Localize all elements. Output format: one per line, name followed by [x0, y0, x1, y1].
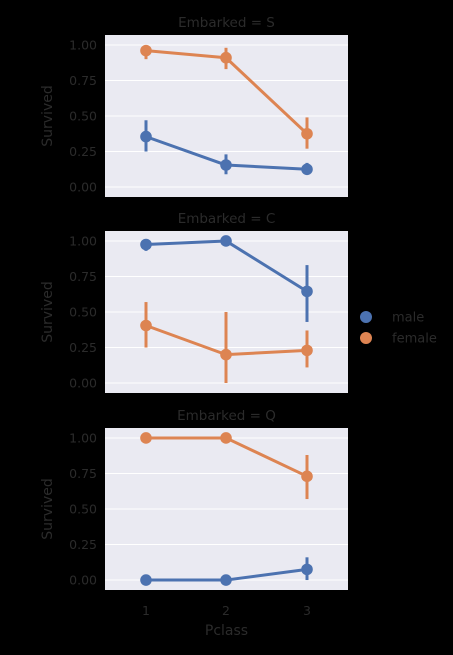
y-tick-label: 0.25 [69, 144, 97, 159]
facet-title: Embarked = S [178, 15, 275, 31]
y-tick-label: 0.75 [69, 73, 97, 88]
legend-label: male [392, 311, 424, 326]
y-tick-label: 1.00 [69, 430, 97, 445]
x-tick-label: 3 [303, 603, 311, 618]
point-female [140, 320, 152, 332]
point-female [140, 45, 152, 57]
y-tick-label: 0.00 [69, 573, 97, 588]
point-female [220, 349, 232, 361]
x-tick-label: 2 [222, 603, 230, 618]
legend-marker-female [360, 332, 372, 344]
y-tick-label: 0.75 [69, 269, 97, 284]
point-male [140, 131, 152, 143]
y-axis-label: Survived [40, 478, 56, 539]
point-male [220, 159, 232, 171]
point-female [301, 471, 313, 483]
y-tick-label: 0.25 [69, 340, 97, 355]
point-female [301, 345, 313, 357]
point-male [301, 564, 313, 576]
y-tick-label: 0.25 [69, 537, 97, 552]
point-male [301, 286, 313, 298]
point-male [140, 574, 152, 586]
point-male [301, 163, 313, 175]
y-tick-label: 0.50 [69, 109, 97, 124]
x-axis-label: Pclass [205, 623, 248, 639]
legend-label: female [392, 332, 437, 347]
point-male [140, 239, 152, 251]
x-tick-label: 1 [142, 603, 150, 618]
facet-title: Embarked = C [178, 211, 276, 227]
y-tick-label: 0.00 [69, 180, 97, 195]
y-tick-label: 1.00 [69, 233, 97, 248]
point-male [220, 574, 232, 586]
point-male [220, 235, 232, 247]
y-tick-label: 0.50 [69, 305, 97, 320]
point-female [220, 52, 232, 64]
y-tick-label: 0.75 [69, 466, 97, 481]
facet-title: Embarked = Q [177, 408, 276, 424]
point-female [220, 432, 232, 444]
y-tick-label: 0.50 [69, 502, 97, 517]
y-axis-label: Survived [40, 85, 56, 146]
point-female [301, 128, 313, 140]
y-tick-label: 0.00 [69, 376, 97, 391]
point-female [140, 432, 152, 444]
legend-marker-male [360, 311, 372, 323]
y-tick-label: 1.00 [69, 37, 97, 52]
y-axis-label: Survived [40, 281, 56, 342]
